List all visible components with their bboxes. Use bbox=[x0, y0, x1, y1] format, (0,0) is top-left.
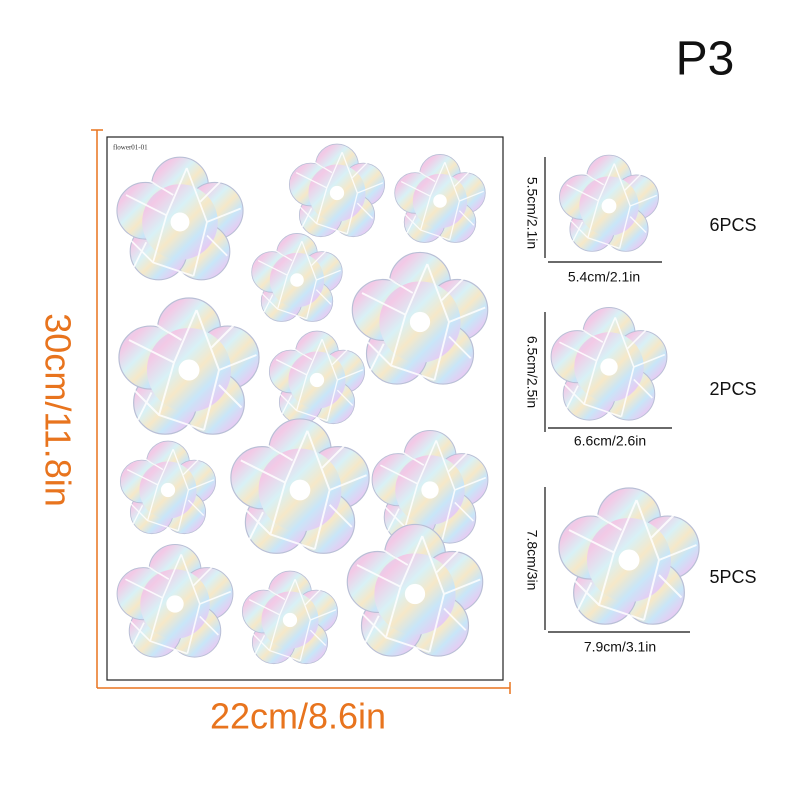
size-sample bbox=[558, 154, 660, 253]
size-width: 5.4cm/2.1in bbox=[568, 269, 640, 285]
dimension-arrows bbox=[544, 157, 662, 263]
size-count: 2PCS bbox=[709, 379, 756, 399]
width-dimension bbox=[97, 682, 511, 694]
size-count: 6PCS bbox=[709, 215, 756, 235]
height-dimension bbox=[91, 129, 103, 688]
page-title: P3 bbox=[676, 33, 735, 86]
size-width: 7.9cm/3.1in bbox=[584, 639, 656, 655]
dimension-arrows bbox=[544, 312, 672, 432]
sheet-height: 30cm/11.8in bbox=[37, 313, 78, 506]
sheet-label: flower01-01 bbox=[113, 144, 148, 152]
size-height: 5.5cm/2.1in bbox=[524, 177, 540, 249]
size-count: 5PCS bbox=[709, 567, 756, 587]
size-sample bbox=[550, 306, 668, 421]
size-height: 7.8cm/3in bbox=[524, 530, 540, 591]
size-sample bbox=[557, 487, 701, 626]
dimension-arrows bbox=[544, 487, 690, 633]
size-height: 6.5cm/2.5in bbox=[524, 336, 540, 408]
sheet-width: 22cm/8.6in bbox=[210, 696, 386, 737]
size-width: 6.6cm/2.6in bbox=[574, 433, 646, 449]
